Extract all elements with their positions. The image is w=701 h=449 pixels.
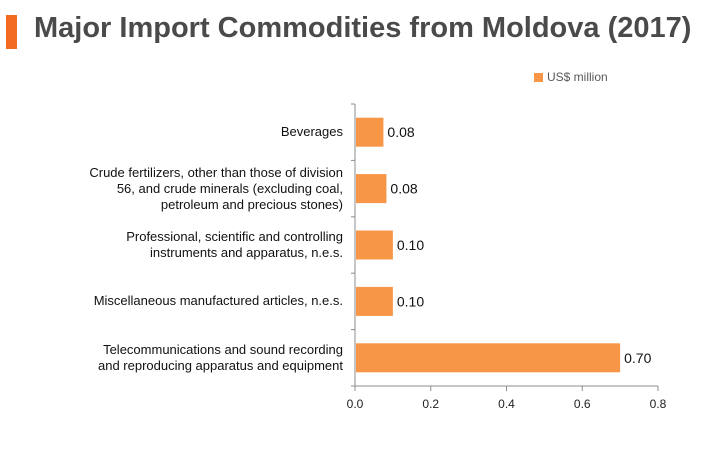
category-label-line: and reproducing apparatus and equipment — [97, 357, 343, 373]
category-label-line: Crude fertilizers, other than those of d… — [89, 164, 343, 180]
data-label: 0.08 — [390, 181, 417, 197]
bar — [356, 230, 393, 260]
category-label-line: Professional, scientific and controlling — [126, 229, 343, 244]
category-label: Miscellaneous manufactured articles, n.e… — [43, 293, 343, 309]
bar — [356, 117, 384, 147]
data-label: 0.08 — [387, 124, 414, 140]
category-label-line: 56, and crude minerals (excluding coal, — [116, 180, 343, 196]
data-label: 0.70 — [624, 350, 651, 366]
category-label-line: Telecommunications and sound recording — [103, 341, 343, 357]
legend-label: US$ million — [547, 70, 608, 84]
legend-swatch — [534, 72, 543, 82]
category-label-line: Beverages — [280, 124, 343, 140]
legend: US$ million — [534, 70, 608, 84]
category-label-line: petroleum and precious stones) — [160, 196, 343, 212]
x-tick-label: 0.8 — [650, 397, 667, 411]
chart-title: Major Import Commodities from Moldova (2… — [34, 12, 692, 44]
bar — [356, 286, 393, 316]
data-label: 0.10 — [397, 293, 424, 309]
category-label: Professional, scientific and controlling… — [43, 229, 343, 261]
x-tick-label: 0.6 — [574, 397, 591, 411]
category-label: Crude fertilizers, other than those of d… — [43, 165, 343, 213]
x-tick-label: 0.2 — [422, 397, 439, 411]
title-accent-bar — [6, 15, 17, 49]
category-label: Beverages — [43, 124, 343, 140]
category-label-line: instruments and apparatus, n.e.s. — [150, 245, 343, 260]
data-label: 0.10 — [397, 237, 424, 253]
bar — [356, 174, 387, 204]
category-label: Telecommunications and sound recording an… — [43, 342, 343, 374]
bar — [356, 343, 621, 373]
category-label-line: Miscellaneous manufactured articles, n.e… — [93, 293, 343, 309]
x-tick-label: 0.4 — [498, 397, 515, 411]
x-tick-label: 0.0 — [347, 397, 364, 411]
